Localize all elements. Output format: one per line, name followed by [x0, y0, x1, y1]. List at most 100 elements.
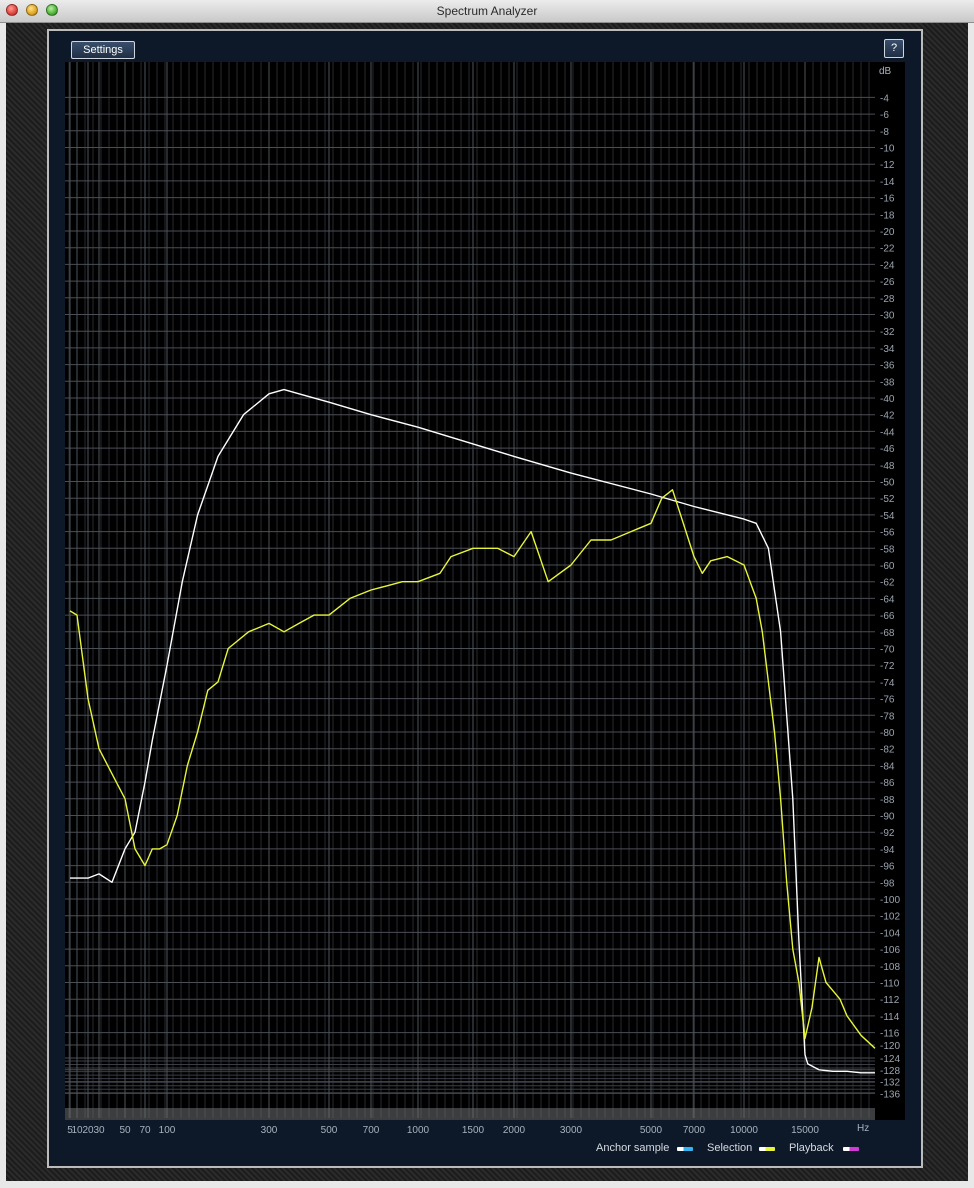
y-tick-label: -76 — [880, 695, 895, 706]
y-tick-label: -14 — [880, 177, 895, 188]
x-tick-label: 1000 — [407, 1125, 430, 1136]
x-tick-label: 300 — [261, 1125, 278, 1136]
window-title: Spectrum Analyzer — [436, 4, 538, 18]
y-tick-label: -124 — [880, 1054, 900, 1065]
x-tick-label: 10000 — [730, 1125, 758, 1136]
y-tick-label: -20 — [880, 227, 895, 238]
y-tick-label: -56 — [880, 528, 895, 539]
x-tick-label: 3000 — [560, 1125, 583, 1136]
y-tick-label: -8 — [880, 127, 889, 138]
y-tick-label: -6 — [880, 110, 889, 121]
x-tick-label: 30 — [93, 1125, 105, 1136]
x-tick-label: 10 — [71, 1125, 83, 1136]
y-tick-label: -104 — [880, 928, 900, 939]
y-tick-label: -12 — [880, 160, 895, 171]
y-tick-label: -60 — [880, 561, 895, 572]
y-tick-label: -80 — [880, 728, 895, 739]
selection-line — [69, 489, 876, 1049]
y-tick-label: -116 — [880, 1029, 900, 1040]
x-tick-label: 5000 — [640, 1125, 663, 1136]
y-tick-label: -26 — [880, 277, 895, 288]
y-tick-label: -34 — [880, 344, 895, 355]
y-tick-label: -90 — [880, 812, 895, 823]
y-tick-label: -72 — [880, 661, 895, 672]
y-tick-label: -86 — [880, 778, 895, 789]
y-tick-label: -106 — [880, 945, 900, 956]
y-tick-label: -110 — [880, 979, 900, 990]
y-tick-label: -54 — [880, 511, 895, 522]
y-tick-label: -120 — [880, 1041, 900, 1052]
y-tick-label: -28 — [880, 294, 895, 305]
y-tick-label: -96 — [880, 862, 895, 873]
title-bar: Spectrum Analyzer — [0, 0, 974, 23]
y-tick-label: -30 — [880, 311, 895, 322]
y-tick-label: -64 — [880, 594, 895, 605]
y-tick-label: -68 — [880, 628, 895, 639]
legend-selection-label: Selection — [707, 1142, 753, 1154]
y-tick-label: -46 — [880, 444, 895, 455]
y-tick-label: -74 — [880, 678, 895, 689]
y-tick-label: -128 — [880, 1066, 900, 1077]
x-tick-label: 70 — [139, 1125, 151, 1136]
y-tick-label: -70 — [880, 645, 895, 656]
y-tick-label: -24 — [880, 260, 895, 271]
y-unit-label: dB — [879, 66, 892, 77]
y-tick-label: -100 — [880, 895, 900, 906]
x-tick-label: 50 — [119, 1125, 131, 1136]
y-tick-label: -36 — [880, 361, 895, 372]
minimize-window-button[interactable] — [26, 4, 38, 16]
legend-playback-swatch — [843, 1147, 859, 1151]
legend-selection-swatch — [759, 1147, 775, 1151]
noise-floor-band — [65, 1108, 875, 1120]
y-tick-label: -32 — [880, 327, 895, 338]
y-tick-label: -132 — [880, 1078, 900, 1089]
y-tick-label: -52 — [880, 494, 895, 505]
x-tick-label: 500 — [321, 1125, 338, 1136]
y-tick-label: -42 — [880, 411, 895, 422]
y-tick-label: -108 — [880, 962, 900, 973]
y-tick-label: -18 — [880, 210, 895, 221]
y-tick-label: -88 — [880, 795, 895, 806]
y-tick-label: -4 — [880, 93, 889, 104]
y-tick-label: -62 — [880, 578, 895, 589]
x-tick-label: 15000 — [791, 1125, 819, 1136]
legend-playback-label: Playback — [789, 1142, 834, 1154]
y-tick-label: -98 — [880, 878, 895, 889]
zoom-window-button[interactable] — [46, 4, 58, 16]
x-tick-label: 20 — [82, 1125, 94, 1136]
x-tick-label: 5 — [67, 1125, 73, 1136]
legend-anchor-swatch — [677, 1147, 693, 1151]
y-tick-label: -16 — [880, 194, 895, 205]
close-window-button[interactable] — [6, 4, 18, 16]
x-tick-label: 700 — [363, 1125, 380, 1136]
y-tick-label: -112 — [880, 995, 900, 1006]
y-tick-label: -58 — [880, 544, 895, 555]
y-tick-label: -84 — [880, 761, 895, 772]
anchor-sample-line — [70, 388, 875, 1074]
y-tick-label: -82 — [880, 745, 895, 756]
y-tick-label: -102 — [880, 912, 900, 923]
y-tick-label: -114 — [880, 1012, 900, 1023]
y-tick-label: -40 — [880, 394, 895, 405]
y-tick-label: -136 — [880, 1089, 900, 1100]
y-tick-label: -94 — [880, 845, 895, 856]
x-tick-label: 100 — [159, 1125, 176, 1136]
y-tick-label: -44 — [880, 427, 895, 438]
legend-anchor-label: Anchor sample — [596, 1142, 670, 1154]
y-tick-label: -10 — [880, 144, 895, 155]
y-tick-label: -92 — [880, 828, 895, 839]
y-tick-label: -38 — [880, 377, 895, 388]
y-tick-label: -78 — [880, 711, 895, 722]
x-unit-label: Hz — [857, 1123, 870, 1134]
x-tick-label: 2000 — [503, 1125, 526, 1136]
x-tick-label: 1500 — [462, 1125, 485, 1136]
y-tick-label: -50 — [880, 478, 895, 489]
db-scale — [875, 62, 905, 1120]
help-button[interactable]: ? — [884, 39, 904, 58]
settings-button[interactable]: Settings — [71, 41, 135, 59]
x-tick-label: 7000 — [683, 1125, 706, 1136]
y-tick-label: -48 — [880, 461, 895, 472]
spectrum-plot-area[interactable] — [65, 62, 875, 1120]
